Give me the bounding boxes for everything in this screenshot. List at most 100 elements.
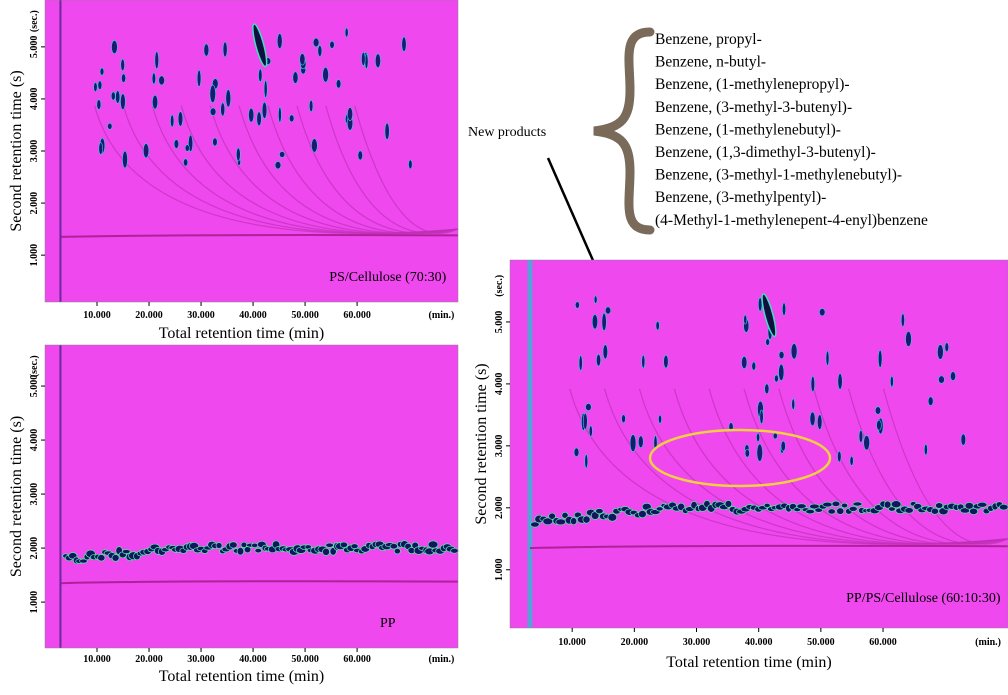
peak (116, 91, 120, 104)
peak (638, 436, 643, 448)
peak (656, 321, 660, 330)
peak (120, 94, 125, 110)
peak (585, 403, 591, 410)
x-tick-label: 60.000 (343, 310, 371, 321)
x-tick-label: 30.000 (187, 654, 215, 665)
peak (819, 308, 825, 315)
peak (255, 548, 262, 552)
y-tick-label: 2.000 (29, 192, 40, 215)
peak (642, 355, 645, 368)
peak (428, 541, 438, 548)
peak (622, 415, 626, 423)
x-tick-label: 40.000 (239, 310, 267, 321)
peak (744, 315, 747, 324)
y-unit: (sec.) (494, 275, 505, 297)
peak (345, 28, 348, 37)
x-tick-label: 30.000 (683, 637, 711, 648)
peak (664, 355, 669, 368)
peak (451, 548, 459, 553)
y-tick-label: 3.000 (29, 483, 40, 506)
peak (159, 76, 165, 85)
y-axis-title: Second retention time (s) (8, 70, 25, 231)
peak (347, 108, 352, 121)
peak (112, 40, 118, 53)
peak (585, 454, 588, 468)
peak (251, 543, 257, 547)
peak (575, 302, 579, 309)
peak (385, 123, 389, 139)
y-axis-title: Second retention time (s) (8, 416, 25, 577)
peak (924, 444, 927, 455)
y-tick-label: 1.000 (494, 559, 505, 582)
peak (853, 502, 862, 506)
y-tick-label: 5.000 (494, 311, 505, 334)
x-axis-title: Total retention time (min) (159, 325, 325, 342)
x-tick-label: 10.000 (558, 637, 586, 648)
peak (264, 80, 267, 97)
compound: Benzene, (1-methylenepropyl)- (655, 76, 850, 93)
compound: Benzene, (3-methylpentyl)- (655, 189, 826, 206)
peak (257, 112, 262, 126)
peak (850, 456, 853, 465)
peak (837, 508, 844, 515)
peak (293, 72, 298, 84)
x-tick-label: 40.000 (239, 654, 267, 665)
peak (774, 375, 778, 382)
peak (311, 139, 317, 152)
peak (278, 107, 281, 122)
x-unit: (min.) (429, 310, 455, 321)
peak (725, 500, 732, 507)
y-tick-label: 1.000 (29, 591, 40, 614)
peak (938, 376, 944, 383)
peak (197, 70, 201, 86)
peak (832, 501, 840, 506)
peak (309, 100, 313, 112)
peak (289, 115, 294, 122)
x-tick-label: 40.000 (745, 637, 773, 648)
panel-label: PP/PS/Cellulose (60:10:30) (846, 591, 1001, 606)
peak (259, 69, 263, 82)
compound: Benzene, (1-methylenebutyl)- (655, 121, 841, 138)
peak (108, 123, 113, 129)
peak (603, 345, 608, 359)
peak (837, 451, 841, 462)
peak (658, 415, 661, 423)
peak (608, 513, 617, 521)
y-tick-label: 3.000 (494, 435, 505, 458)
brace (594, 32, 650, 230)
peak (152, 95, 157, 109)
plot-area (45, 345, 458, 648)
peak (183, 159, 187, 166)
x-axis-title: Total retention time (min) (159, 668, 325, 685)
peak (358, 151, 363, 160)
peak (594, 296, 597, 304)
peak (216, 542, 222, 548)
peak (945, 343, 949, 352)
peak (828, 509, 835, 514)
peak (583, 516, 590, 523)
peak (340, 542, 347, 548)
x-tick-label: 20.000 (621, 637, 649, 648)
peak (906, 331, 912, 346)
peak (781, 441, 785, 451)
solvent-front (59, 0, 61, 302)
x-tick-label: 60.000 (343, 654, 371, 665)
peak (630, 435, 636, 452)
compound: Benzene, n-butyl- (655, 54, 766, 71)
peak (223, 42, 227, 57)
peak (875, 407, 880, 415)
peak (213, 138, 218, 146)
compound: Benzene, (3-methyl-3-butenyl)- (655, 99, 852, 116)
peak (408, 160, 412, 169)
x-unit: (min.) (429, 654, 455, 665)
peak (210, 108, 216, 116)
x-tick-label: 10.000 (83, 310, 111, 321)
peak (94, 82, 98, 91)
peak (806, 509, 815, 514)
peak (279, 151, 284, 157)
peak (928, 397, 933, 406)
peak (757, 444, 763, 461)
peak (877, 420, 882, 430)
